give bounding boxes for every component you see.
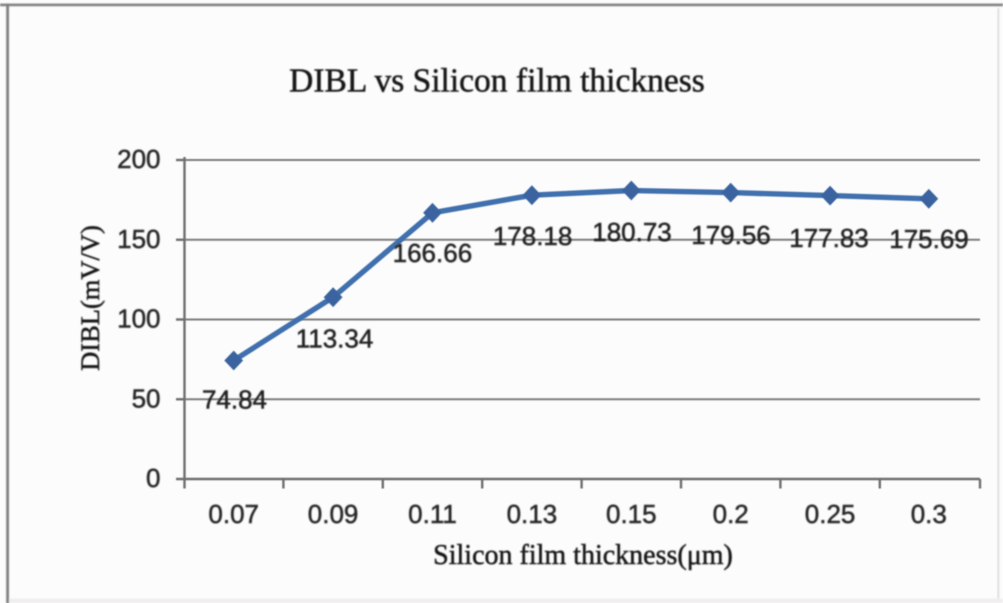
svg-text:166.66: 166.66 bbox=[393, 238, 473, 268]
svg-text:178.18: 178.18 bbox=[493, 221, 573, 251]
svg-text:0: 0 bbox=[146, 463, 160, 493]
svg-text:DIBL(mV/V): DIBL(mV/V) bbox=[75, 225, 105, 371]
svg-text:113.34: 113.34 bbox=[296, 324, 374, 354]
svg-text:74.84: 74.84 bbox=[202, 385, 267, 415]
svg-text:Silicon film thickness(μm): Silicon film thickness(μm) bbox=[433, 540, 733, 571]
svg-text:0.07: 0.07 bbox=[208, 499, 259, 529]
svg-text:0.2: 0.2 bbox=[713, 499, 749, 529]
svg-text:0.3: 0.3 bbox=[911, 499, 947, 529]
svg-text:50: 50 bbox=[132, 383, 161, 413]
svg-text:180.73: 180.73 bbox=[592, 217, 672, 247]
svg-text:150: 150 bbox=[117, 224, 160, 254]
svg-text:179.56: 179.56 bbox=[691, 220, 771, 250]
svg-text:0.11: 0.11 bbox=[408, 499, 457, 529]
svg-text:200: 200 bbox=[117, 144, 160, 174]
svg-text:0.13: 0.13 bbox=[507, 499, 558, 529]
svg-text:DIBL vs Silicon film thickness: DIBL vs Silicon film thickness bbox=[289, 63, 705, 100]
svg-text:0.09: 0.09 bbox=[308, 499, 359, 529]
svg-text:177.83: 177.83 bbox=[789, 223, 869, 253]
svg-text:100: 100 bbox=[117, 304, 160, 334]
svg-text:175.69: 175.69 bbox=[889, 224, 969, 254]
svg-text:0.15: 0.15 bbox=[606, 499, 657, 529]
svg-text:0.25: 0.25 bbox=[805, 499, 856, 529]
